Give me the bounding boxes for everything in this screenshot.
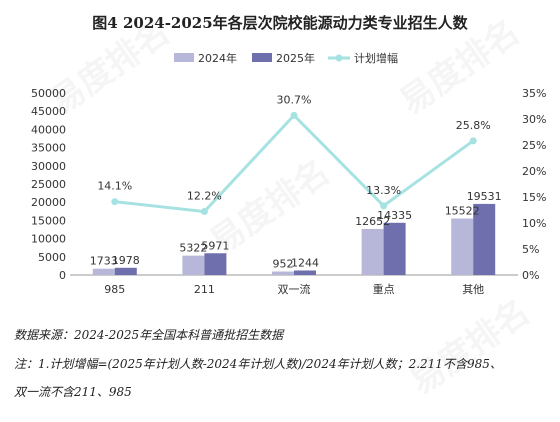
footnote-line-1: 注：1.计划增幅=(2025年计划人数-2024年计划人数)/2024年计划人数… — [14, 357, 502, 371]
y-left-tick-label: 20000 — [31, 196, 66, 209]
chart-title: 图4 2024-2025年各层次院校能源动力类专业招生人数 — [92, 14, 468, 32]
y-left-tick-label: 45000 — [31, 105, 66, 118]
y-left-tick-label: 5000 — [38, 251, 66, 264]
y-left-tick-label: 30000 — [31, 160, 66, 173]
x-tick-label: 211 — [194, 283, 215, 296]
bar-2024-value-label: 1733 — [90, 255, 118, 268]
bar-2025-value-label: 5971 — [201, 239, 229, 252]
y-left-tick-label: 35000 — [31, 142, 66, 155]
legend-swatch-1 — [174, 53, 194, 62]
x-tick-label: 双一流 — [278, 282, 311, 296]
legend-label-2: 2025年 — [276, 51, 315, 65]
legend-label-3: 计划增幅 — [354, 51, 398, 65]
legend-swatch-2 — [252, 53, 272, 62]
bar-2024 — [182, 255, 205, 275]
legend-line-marker — [335, 54, 343, 62]
y-left-tick-label: 50000 — [31, 87, 66, 100]
bar-2024-value-label: 12652 — [355, 215, 390, 228]
bar-2024 — [92, 268, 115, 275]
bar-2025-value-label: 1244 — [291, 256, 319, 269]
growth-value-label: 14.1% — [97, 180, 132, 193]
bar-2024 — [272, 271, 294, 275]
y-right-tick-label: 20% — [522, 165, 546, 178]
y-right-tick-label: 10% — [522, 217, 546, 230]
growth-point — [200, 208, 208, 216]
bar-2025 — [294, 270, 316, 275]
growth-value-label: 13.3% — [366, 184, 401, 197]
x-tick-label: 985 — [104, 283, 125, 296]
chart-plot: 0 5000 10000 15000 20000 25000 30000 35000 40000… — [31, 51, 546, 296]
legend-label-1: 2024年 — [198, 51, 237, 65]
growth-point — [290, 111, 298, 119]
y-left-tick-label: 15000 — [31, 214, 66, 227]
bar-2024 — [451, 218, 474, 275]
y-left-tick-label: 40000 — [31, 123, 66, 136]
footnote-line-2: 双一流不含211、985 — [14, 385, 132, 399]
bar-2024-value-label: 15522 — [445, 204, 480, 217]
bar-2024 — [361, 228, 384, 275]
y-right-tick-label: 15% — [522, 191, 546, 204]
y-left-tick-label: 25000 — [31, 178, 66, 191]
growth-point — [111, 198, 119, 206]
bar-2024-value-label: 952 — [273, 258, 294, 271]
bar-2025-value-label: 19531 — [467, 190, 502, 203]
bar-2025 — [204, 253, 227, 275]
x-tick-label: 其他 — [462, 283, 484, 296]
bar-2025 — [473, 203, 496, 275]
bar-2025 — [383, 222, 406, 275]
growth-value-label: 25.8% — [456, 119, 491, 132]
growth-point — [469, 137, 477, 145]
bar-2025 — [114, 267, 137, 275]
growth-value-label: 12.2% — [187, 190, 222, 203]
bar-2025-value-label: 14335 — [377, 209, 412, 222]
growth-point — [380, 202, 388, 210]
y-right-tick-label: 5% — [522, 243, 539, 256]
growth-value-label: 30.7% — [277, 93, 312, 106]
x-tick-label: 重点 — [373, 282, 395, 296]
bar-2025-value-label: 1978 — [112, 254, 140, 267]
data-source: 数据来源：2024-2025年全国本科普通批招生数据 — [14, 328, 284, 342]
y-right-tick-label: 25% — [522, 139, 546, 152]
y-right-tick-label: 30% — [522, 113, 546, 126]
growth-line — [114, 113, 475, 214]
y-left-tick-label: 10000 — [31, 233, 66, 246]
y-right-tick-label: 35% — [522, 87, 546, 100]
bar-2024-value-label: 5322 — [179, 242, 207, 255]
y-left-tick-label: 0 — [59, 269, 66, 282]
y-right-tick-label: 0% — [522, 269, 539, 282]
